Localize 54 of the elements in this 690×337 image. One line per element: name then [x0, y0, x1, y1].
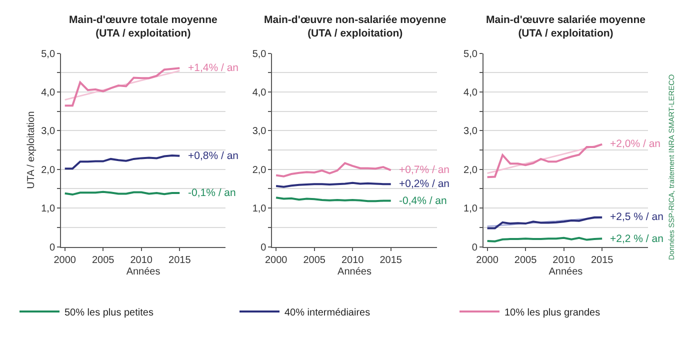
y-tick-label: 1,0: [464, 204, 478, 215]
y-tick-label: 5,0: [252, 48, 267, 60]
line-series: [64, 154, 181, 170]
x-tick-label: 2005: [303, 254, 326, 266]
annotation: +2,2 % / an: [610, 233, 664, 245]
chart-title: Main-d'œuvre totale moyenne (UTA / exploitation): [69, 14, 218, 40]
x-tick-label: 2015: [168, 254, 192, 266]
x-tick-label: 2010: [341, 254, 364, 266]
annotation: -0,4% / an: [399, 195, 448, 207]
y-tick-label: 0: [472, 242, 478, 254]
annotation: +2,0% / an: [610, 138, 661, 150]
legend-label: 40% intermédiaires: [284, 307, 370, 318]
y-tick-label: 5,0: [41, 48, 56, 60]
line-series: [64, 70, 180, 101]
x-tick-label: 2000: [264, 254, 288, 266]
y-tick-label: 5,0: [464, 48, 478, 60]
x-tick-label: 2010: [130, 254, 153, 266]
legend-label: 10% les plus grandes: [504, 307, 600, 318]
y-tick-label: 4,0: [252, 88, 267, 99]
y-tick-label: 3,0: [252, 126, 267, 138]
y-tick-label: 0: [260, 242, 267, 254]
y-tick-label: 2,0: [252, 164, 267, 176]
x-tick-label: 2000: [476, 254, 499, 266]
x-tick-label: 2005: [514, 254, 538, 266]
x-tick-label: 2015: [380, 254, 402, 266]
annotation: +0,8% / an: [188, 150, 239, 162]
x-axis-title: Années: [548, 266, 583, 278]
annotation: +0,7% / an: [399, 164, 450, 176]
y-tick-label: 2,0: [464, 164, 478, 176]
x-tick-label: 2010: [552, 254, 576, 266]
annotation: +0,2% / an: [399, 178, 450, 190]
y-tick-label: 3,0: [41, 126, 56, 138]
x-tick-label: 2000: [54, 254, 76, 266]
line-series: [486, 216, 604, 230]
line-series: [64, 67, 181, 107]
annotation: +1,4% / an: [188, 62, 239, 74]
line-series: [275, 162, 392, 178]
y-tick-label: 4,0: [41, 88, 56, 99]
x-tick-label: 2005: [92, 254, 115, 266]
annotation: -0,1% / an: [188, 187, 236, 199]
x-axis-title: Années: [338, 266, 372, 278]
y-axis-title: UTA / exploitation: [26, 111, 38, 189]
y-tick-label: 1,0: [252, 204, 267, 215]
y-tick-label: 0: [49, 242, 56, 254]
legend-label: 50% les plus petites: [64, 307, 154, 318]
chart-title: Main-d'œuvre non-salariée moyenne (UTA / exploitation): [264, 14, 446, 40]
chart-title: Main-d'œuvre salariée moyenne (UTA / exploitation): [486, 14, 646, 40]
y-tick-label: 3,0: [464, 126, 478, 138]
y-tick-label: 4,0: [464, 88, 478, 99]
y-tick-label: 1,0: [41, 204, 56, 215]
x-tick-label: 2015: [590, 254, 614, 266]
x-axis-title: Années: [126, 266, 160, 278]
y-tick-label: 2,0: [41, 164, 56, 176]
annotation: +2,5 % / an: [610, 211, 664, 223]
